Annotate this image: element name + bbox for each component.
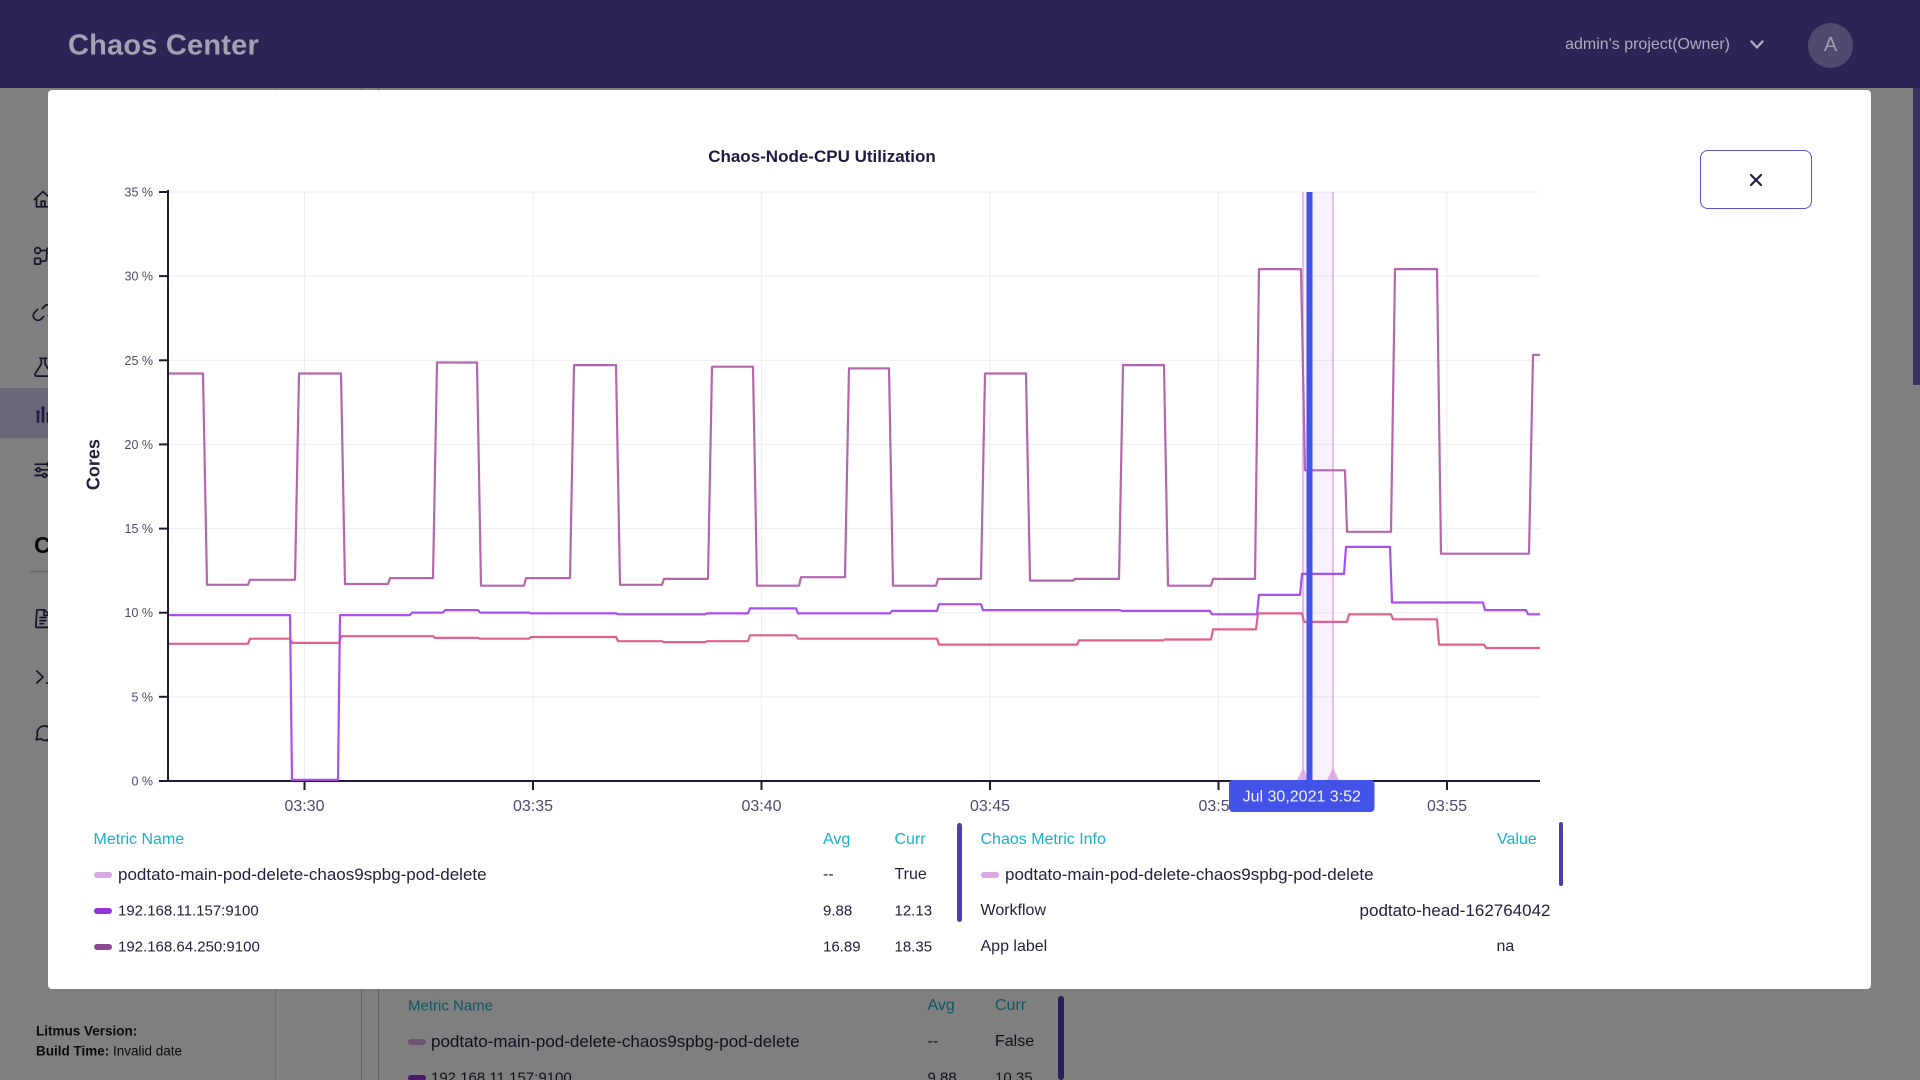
- svg-text:Cores: Cores: [84, 439, 104, 490]
- svg-text:10 %: 10 %: [125, 606, 154, 620]
- svg-text:03:30: 03:30: [284, 798, 324, 815]
- svg-text:Jul 30,2021 3:52: Jul 30,2021 3:52: [1243, 789, 1361, 806]
- svg-text:15 %: 15 %: [125, 522, 154, 536]
- svg-text:03:45: 03:45: [970, 798, 1010, 815]
- svg-text:25 %: 25 %: [125, 354, 154, 368]
- svg-text:5 %: 5 %: [131, 690, 153, 704]
- svg-text:30 %: 30 %: [125, 270, 154, 284]
- svg-text:0 %: 0 %: [131, 775, 153, 789]
- svg-text:03:55: 03:55: [1427, 798, 1467, 815]
- svg-text:20 %: 20 %: [125, 438, 154, 452]
- svg-text:03:40: 03:40: [741, 798, 781, 815]
- svg-text:03:50: 03:50: [1198, 798, 1238, 815]
- svg-text:03:35: 03:35: [513, 798, 553, 815]
- svg-text:35 %: 35 %: [125, 186, 154, 200]
